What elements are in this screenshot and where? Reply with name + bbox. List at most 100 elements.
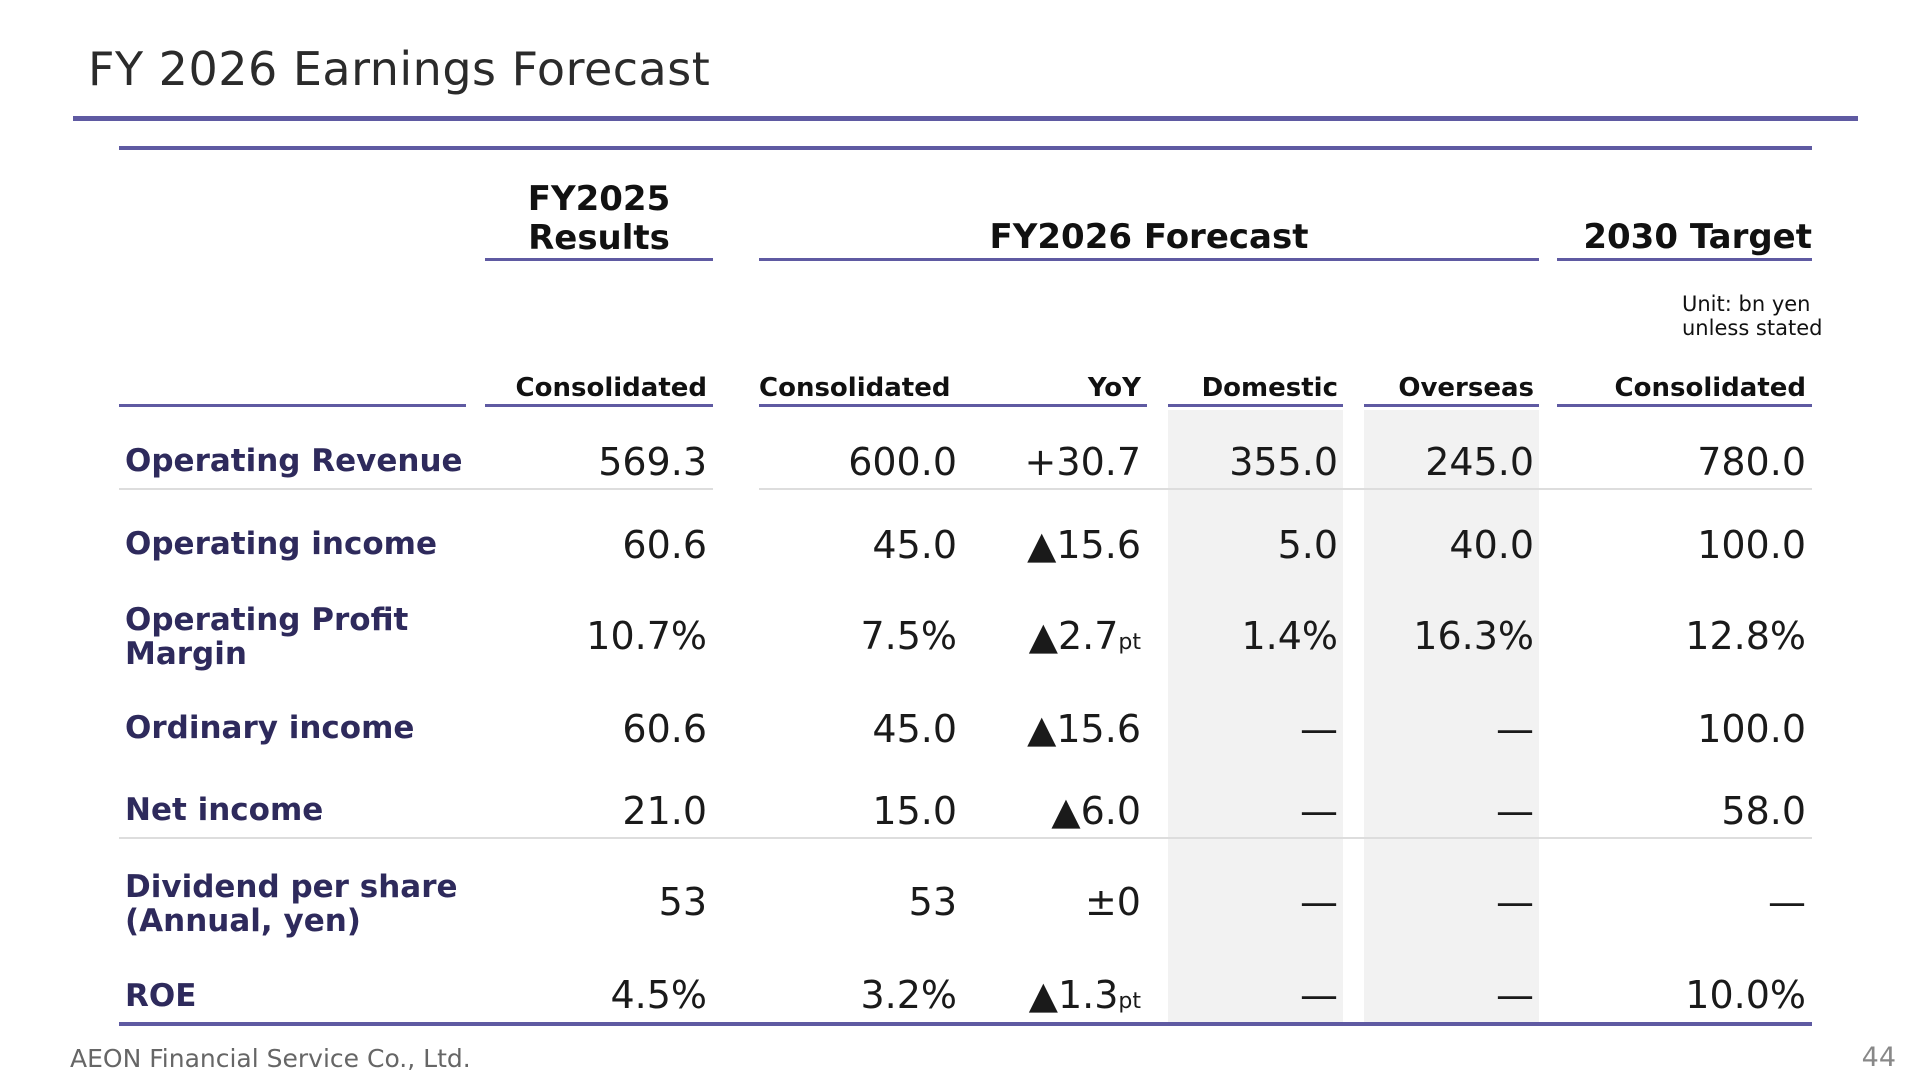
cell-value: 10.0%: [1685, 973, 1806, 1017]
cell-value: —: [1496, 789, 1534, 833]
row-label-net-income: Net income: [125, 792, 324, 828]
cell-value: 600.0: [848, 440, 957, 484]
cell-value: ▲15.6: [1027, 707, 1141, 751]
cell-value: +30.7: [1024, 440, 1141, 484]
table-cell: ±0: [971, 880, 1141, 924]
cell-value: —: [1300, 707, 1338, 751]
table-top-rule: [119, 146, 1812, 150]
overseas-column-underline: [1364, 404, 1539, 407]
cell-suffix: pt: [1118, 630, 1141, 655]
header-fy2025-results: FY2025 Results: [527, 179, 671, 258]
cell-value: 45.0: [872, 707, 957, 751]
cell-value: 40.0: [1449, 523, 1534, 567]
header-2030-underline: [1557, 258, 1812, 261]
overseas-column-shade: [1364, 410, 1539, 1022]
column-header: Consolidated: [1614, 373, 1806, 403]
cell-value: 10.7%: [586, 614, 707, 658]
page-number: 44: [1861, 1042, 1896, 1073]
row-separator: [759, 488, 1812, 490]
cell-value: 53: [658, 880, 707, 924]
cell-value: 60.6: [622, 523, 707, 567]
column-header: Consolidated: [759, 373, 951, 403]
table-cell: 100.0: [1566, 707, 1806, 751]
title-underline: [73, 116, 1858, 121]
table-cell: 100.0: [1566, 523, 1806, 567]
header-fy2025-underline: [485, 258, 713, 261]
table-cell: —: [1369, 789, 1534, 833]
table-cell: 355.0: [1173, 440, 1338, 484]
unit-note: Unit: bn yen unless stated: [1682, 292, 1823, 340]
table-cell: 10.0%: [1566, 973, 1806, 1017]
domestic-column-underline: [1168, 404, 1343, 407]
table-cell: 12.8%: [1566, 614, 1806, 658]
table-cell: 780.0: [1566, 440, 1806, 484]
cell-value: ±0: [1084, 880, 1141, 924]
cell-value: —: [1300, 789, 1338, 833]
table-cell: 5.0: [1173, 523, 1338, 567]
row-label-ordinary-income: Ordinary income: [125, 710, 415, 746]
table-cell: ▲2.7pt: [971, 614, 1141, 658]
table-cell: 4.5%: [507, 973, 707, 1017]
table-cell: 10.7%: [507, 614, 707, 658]
row-label-roe: ROE: [125, 978, 197, 1014]
table-cell: ▲6.0: [971, 789, 1141, 833]
row-separator: [119, 837, 1812, 839]
cell-value: —: [1300, 973, 1338, 1017]
cell-value: —: [1496, 707, 1534, 751]
table-cell: 40.0: [1369, 523, 1534, 567]
row-label-operating-revenue: Operating Revenue: [125, 443, 463, 479]
table-cell: 53: [767, 880, 957, 924]
cell-value: 45.0: [872, 523, 957, 567]
row-label-operating-income: Operating income: [125, 526, 437, 562]
table-cell: 569.3: [507, 440, 707, 484]
target-column-underline: [1557, 404, 1812, 407]
column-header: Overseas: [1398, 373, 1534, 403]
table-cell: ▲15.6: [971, 707, 1141, 751]
cell-value: 780.0: [1697, 440, 1806, 484]
table-cell: 60.6: [507, 707, 707, 751]
column-header: YoY: [1087, 373, 1141, 403]
cell-value: 5.0: [1277, 523, 1338, 567]
table-cell: 21.0: [507, 789, 707, 833]
table-cell: 245.0: [1369, 440, 1534, 484]
domestic-column-shade: [1168, 410, 1343, 1022]
table-cell: 1.4%: [1173, 614, 1338, 658]
row-separator: [119, 488, 713, 490]
table-cell: 15.0: [767, 789, 957, 833]
table-cell: —: [1173, 973, 1338, 1017]
cell-value: 7.5%: [860, 614, 957, 658]
cell-value: ▲6.0: [1051, 789, 1141, 833]
header-2030-target: 2030 Target: [1583, 217, 1812, 257]
table-cell: 600.0: [767, 440, 957, 484]
table-cell: ▲15.6: [971, 523, 1141, 567]
cell-value: —: [1496, 880, 1534, 924]
row-label-operating-profit-margin: Operating Profit Margin: [125, 602, 409, 672]
column-header: Domestic: [1201, 373, 1338, 403]
column-header: Consolidated: [515, 373, 707, 403]
cell-value: 21.0: [622, 789, 707, 833]
cell-value: 1.4%: [1241, 614, 1338, 658]
table-bottom-rule: [119, 1022, 1812, 1026]
fy2026-consolidated-yoy-underline: [759, 404, 1147, 407]
cell-value: —: [1496, 973, 1534, 1017]
cell-suffix: pt: [1118, 989, 1141, 1014]
table-cell: —: [1173, 789, 1338, 833]
table-cell: 58.0: [1566, 789, 1806, 833]
cell-value: 53: [908, 880, 957, 924]
table-cell: —: [1369, 707, 1534, 751]
cell-value: 16.3%: [1413, 614, 1534, 658]
footer-company: AEON Financial Service Co., Ltd.: [70, 1044, 471, 1073]
label-column-underline: [119, 404, 466, 407]
table-cell: 3.2%: [767, 973, 957, 1017]
cell-value: 100.0: [1697, 707, 1806, 751]
cell-value: 12.8%: [1685, 614, 1806, 658]
cell-value: 100.0: [1697, 523, 1806, 567]
cell-value: ▲2.7: [1028, 614, 1119, 658]
cell-value: ▲15.6: [1027, 523, 1141, 567]
page-title: FY 2026 Earnings Forecast: [88, 42, 711, 96]
cell-value: 58.0: [1721, 789, 1806, 833]
cell-value: 355.0: [1229, 440, 1338, 484]
row-label-dividend-per-share: Dividend per share (Annual, yen): [125, 869, 458, 939]
table-cell: 45.0: [767, 523, 957, 567]
cell-value: —: [1300, 880, 1338, 924]
